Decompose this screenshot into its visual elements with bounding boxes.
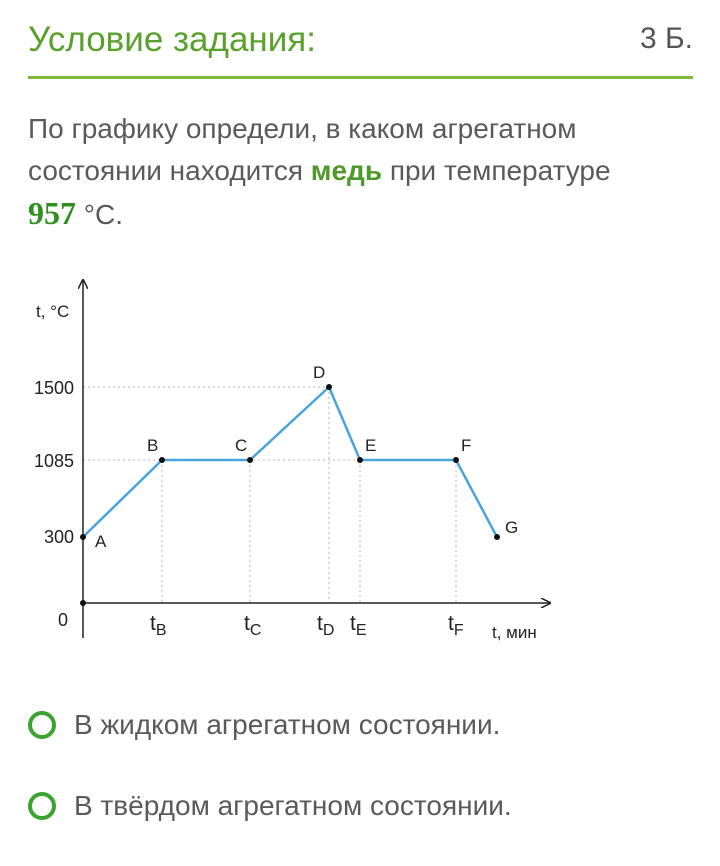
x-axis-label: t, мин (492, 623, 537, 642)
answer-option-solid[interactable]: В твёрдом агрегатном состоянии. (28, 786, 512, 826)
y-tick-1085: 1085 (34, 451, 74, 471)
point-e (357, 457, 363, 463)
answer-option-label: В жидком агрегатном состоянии. (74, 709, 501, 740)
x-tick-tD: tD (317, 612, 334, 639)
point-label-b: B (147, 436, 158, 455)
point-a (80, 534, 86, 540)
point-c (247, 457, 253, 463)
y-axis-label: t, °C (36, 302, 69, 321)
point-label-g: G (505, 518, 518, 537)
point-g (494, 534, 500, 540)
radio-button[interactable] (28, 711, 56, 739)
temperature-curve (82, 385, 499, 538)
task-points: 3 Б. (639, 22, 693, 55)
answer-option-liquid[interactable]: В жидком агрегатном состоянии. (28, 705, 500, 745)
question-part2: при температуре (382, 155, 611, 186)
point-b (159, 457, 165, 463)
x-tick-tB: tB (150, 612, 167, 639)
point-f (453, 457, 459, 463)
point-d (326, 384, 332, 390)
point-label-e: E (365, 436, 376, 455)
point-label-f: F (461, 436, 471, 455)
y-tick-300: 300 (44, 527, 74, 547)
origin-point (80, 600, 86, 606)
task-header: Условие задания: 3 Б. (28, 18, 693, 79)
x-tick-tE: tE (350, 612, 367, 639)
task-title: Условие задания: (28, 20, 316, 59)
question-unit: °C. (76, 199, 123, 230)
question-part1: По графику определи, в каком агрегатном … (28, 113, 577, 186)
point-label-d: D (313, 363, 325, 382)
x-tick-tF: tF (448, 612, 464, 639)
origin-label: 0 (58, 610, 68, 630)
question-highlight: медь (310, 155, 383, 186)
heating-cooling-chart: t, °C t, мин 0 1500 1085 300 tB tC tD tE… (34, 255, 600, 642)
radio-button[interactable] (28, 792, 56, 820)
point-label-a: A (95, 532, 107, 551)
y-tick-1500: 1500 (34, 378, 74, 398)
question-text: По графику определи, в каком агрегатном … (28, 108, 678, 236)
point-label-c: C (235, 436, 247, 455)
x-tick-tC: tC (244, 612, 261, 639)
question-temperature: 957 (28, 195, 76, 231)
answer-option-label: В твёрдом агрегатном состоянии. (74, 790, 512, 821)
